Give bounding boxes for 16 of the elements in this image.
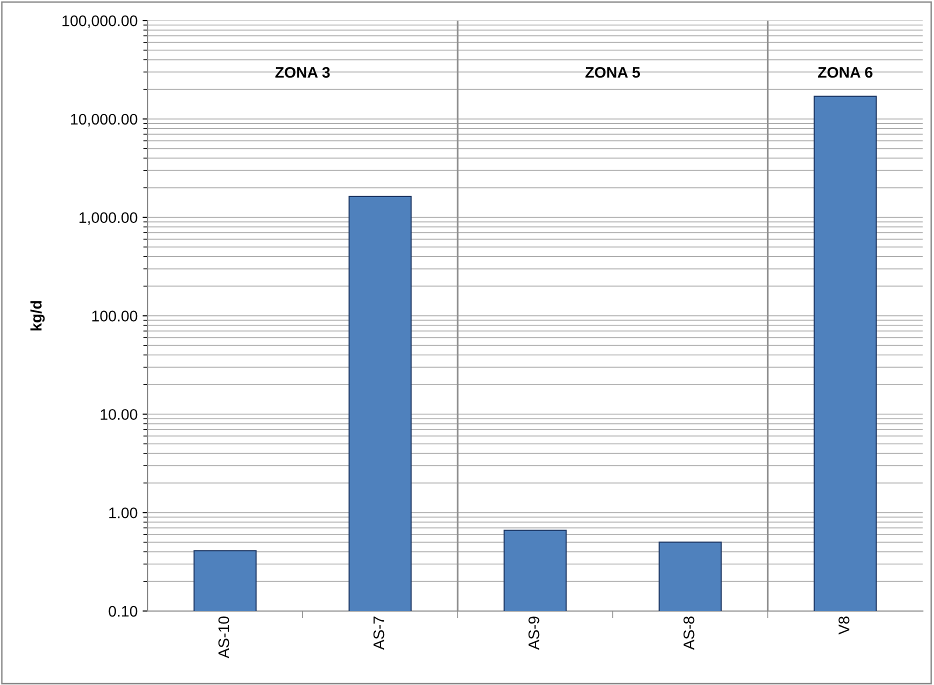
y-tick-label: 100.00 — [92, 310, 138, 322]
y-tick-label: 1.00 — [109, 507, 138, 518]
y-tick-label: 1,000.00 — [80, 212, 138, 225]
y-tick-label: 10.00 — [100, 409, 138, 420]
y-tick-label: 100,000.00 — [62, 15, 138, 28]
x-tick-label: AS-7 — [373, 616, 384, 650]
annotation: ZONA 6 — [818, 66, 872, 78]
y-tick-label: 0.10 — [108, 606, 138, 617]
annotation: ZONA 3 — [275, 66, 330, 78]
y-axis-title: kg/d — [30, 301, 45, 330]
x-tick-label: V8 — [838, 616, 850, 634]
y-tick-label: 10,000.00 — [71, 114, 138, 126]
annotation: ZONA 5 — [585, 66, 640, 78]
x-tick-label: AS-10 — [218, 616, 230, 658]
x-tick-label: AS-9 — [528, 616, 540, 650]
x-tick-label: AS-8 — [684, 616, 694, 650]
